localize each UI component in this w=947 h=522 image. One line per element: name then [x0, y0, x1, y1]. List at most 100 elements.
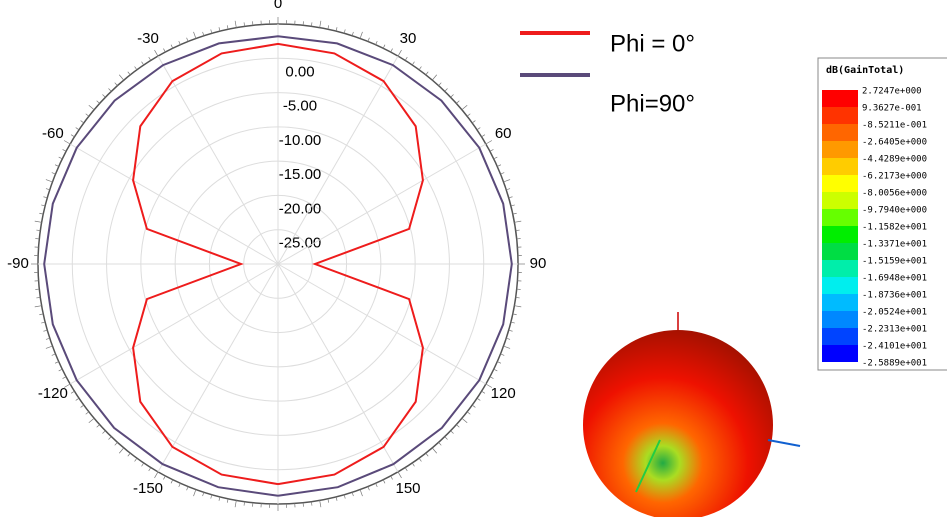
scale-tick — [63, 149, 67, 151]
scale-tick — [235, 500, 236, 507]
scale-tick — [360, 32, 362, 39]
scale-tick — [55, 362, 59, 364]
scale-tick — [511, 322, 515, 323]
color-scale-label: -8.5211e-001 — [862, 121, 927, 131]
scale-tick — [462, 418, 467, 422]
pattern-3d — [583, 330, 773, 517]
color-swatch — [822, 311, 858, 328]
scale-tick — [64, 141, 70, 145]
angle-label: 30 — [400, 30, 417, 47]
scale-tick — [383, 480, 385, 484]
scale-tick — [490, 149, 494, 151]
scale-tick — [163, 476, 165, 480]
scale-tick — [486, 141, 492, 145]
angle-label: -90 — [7, 255, 29, 272]
scale-tick — [128, 72, 130, 75]
scale-tick — [149, 57, 151, 60]
scale-tick — [155, 50, 159, 56]
scale-tick — [46, 346, 53, 348]
scale-tick — [405, 468, 407, 471]
scale-tick — [102, 431, 105, 434]
color-swatch — [822, 209, 858, 226]
scale-tick — [451, 431, 454, 434]
color-swatch — [822, 345, 858, 362]
color-swatch — [822, 141, 858, 158]
scale-tick — [482, 135, 485, 137]
scale-tick — [171, 480, 173, 484]
scale-tick — [135, 458, 137, 461]
color-scale-label: -1.1582e+001 — [862, 223, 927, 233]
scale-tick — [179, 483, 181, 487]
angle-label: -30 — [137, 30, 159, 47]
scale-tick — [86, 412, 89, 414]
scale-tick — [81, 121, 84, 123]
scale-tick — [59, 157, 63, 159]
scale-tick — [179, 41, 181, 45]
angle-label: -60 — [42, 125, 64, 142]
scale-tick — [439, 442, 442, 445]
scale-tick — [494, 157, 498, 159]
color-scale-label: -2.6405e+000 — [862, 138, 927, 148]
color-swatch — [822, 294, 858, 311]
scale-tick — [187, 38, 188, 42]
scale-tick — [109, 88, 112, 91]
color-scale-label: 9.3627e-001 — [862, 104, 922, 114]
scale-tick — [41, 322, 45, 323]
angle-label: 150 — [395, 480, 420, 497]
axis-y — [768, 440, 800, 446]
scale-tick — [63, 377, 67, 379]
scale-tick — [477, 398, 480, 400]
scale-tick — [432, 448, 436, 453]
r-tick-label: -15.00 — [279, 166, 322, 183]
scale-tick — [504, 180, 511, 182]
scale-tick — [97, 101, 100, 104]
scale-tick — [504, 346, 511, 348]
scale-tick — [149, 468, 151, 471]
color-swatch — [822, 277, 858, 294]
grid-spoke — [70, 144, 278, 264]
scale-tick — [59, 369, 63, 371]
scale-tick — [109, 437, 112, 440]
scale-tick — [439, 83, 442, 86]
scale-tick — [501, 173, 505, 174]
scale-tick — [76, 128, 79, 130]
scale-tick — [194, 32, 196, 39]
grid-spoke — [278, 56, 398, 264]
scale-tick — [445, 437, 448, 440]
scale-tick — [514, 306, 521, 307]
grid-spoke — [278, 264, 486, 384]
scale-tick — [376, 41, 378, 45]
scale-tick — [467, 412, 470, 414]
legend-label: Phi=90° — [610, 90, 695, 117]
scale-tick — [336, 27, 337, 31]
grid-spoke — [158, 56, 278, 264]
color-swatch — [822, 90, 858, 107]
scale-tick — [511, 205, 515, 206]
color-scale-label: -9.7940e+000 — [862, 206, 927, 216]
scale-tick — [405, 57, 407, 60]
angle-label: -150 — [133, 480, 163, 497]
scale-tick — [456, 425, 459, 428]
scale-tick — [376, 483, 378, 487]
scale-tick — [219, 27, 220, 31]
scale-tick — [412, 463, 414, 466]
scale-tick — [490, 377, 494, 379]
scale-tick — [472, 405, 475, 407]
color-scale-label: -2.0524e+001 — [862, 308, 927, 318]
scale-tick — [501, 354, 505, 355]
scale-tick — [391, 476, 393, 480]
color-swatch — [822, 107, 858, 124]
scale-tick — [320, 500, 321, 507]
grid-spoke — [70, 264, 278, 384]
color-swatch — [822, 124, 858, 141]
scale-tick — [71, 391, 74, 393]
scale-tick — [52, 173, 56, 174]
angle-label: 0 — [274, 0, 282, 12]
scale-tick — [360, 490, 362, 497]
scale-tick — [76, 398, 79, 400]
scale-tick — [426, 72, 428, 75]
scale-tick — [336, 497, 337, 501]
color-swatch — [822, 175, 858, 192]
scale-tick — [35, 306, 42, 307]
